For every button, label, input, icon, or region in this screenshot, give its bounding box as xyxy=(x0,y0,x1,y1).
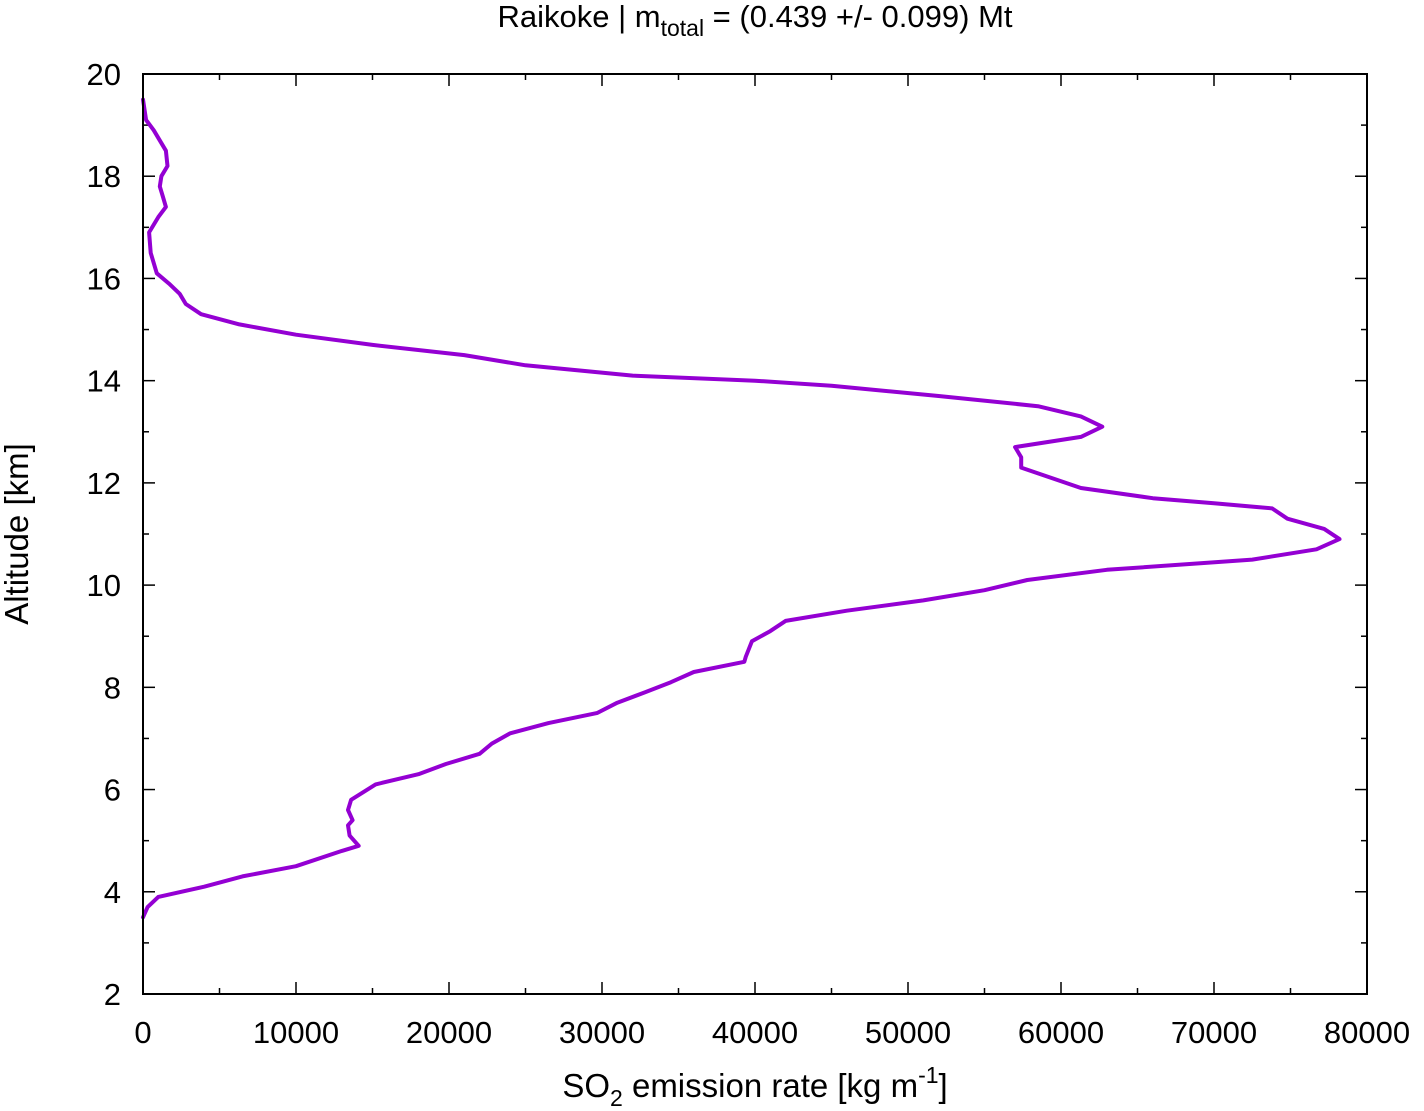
x-tick-label: 40000 xyxy=(712,1015,798,1050)
y-tick-label: 6 xyxy=(104,773,121,808)
y-axis-tick-labels: 2 4 6 8 10 12 14 16 18 20 xyxy=(87,57,121,1012)
x-axis-label: SO2 emission rate [kg m-1] xyxy=(562,1062,947,1111)
series-line xyxy=(141,97,1342,920)
y-tick-label: 8 xyxy=(104,670,121,705)
y-tick-label: 10 xyxy=(87,568,121,603)
x-tick-label: 10000 xyxy=(253,1015,339,1050)
y-tick-label: 2 xyxy=(104,977,121,1012)
x-tick-label: 30000 xyxy=(559,1015,645,1050)
y-tick-label: 16 xyxy=(87,261,121,296)
x-tick-label: 50000 xyxy=(865,1015,951,1050)
x-axis-ticks xyxy=(142,74,1368,994)
y-tick-label: 20 xyxy=(87,57,121,92)
x-tick-label: 0 xyxy=(134,1015,151,1050)
y-axis-label: Altitude [km] xyxy=(0,443,35,625)
x-tick-label: 80000 xyxy=(1324,1015,1410,1050)
y-tick-label: 4 xyxy=(104,875,121,910)
y-tick-label: 18 xyxy=(87,159,121,194)
x-axis-tick-labels: 0 10000 20000 30000 40000 50000 60000 70000 8000… xyxy=(134,1015,1410,1050)
series-layer xyxy=(141,97,1342,920)
x-tick-label: 60000 xyxy=(1018,1015,1104,1050)
y-tick-label: 12 xyxy=(87,466,121,501)
y-tick-label: 14 xyxy=(87,364,121,399)
chart-title: Raikoke | mtotal = (0.439 +/- 0.099) Mt xyxy=(497,0,1012,41)
x-tick-label: 70000 xyxy=(1171,1015,1257,1050)
x-tick-label: 20000 xyxy=(406,1015,492,1050)
plot-frame xyxy=(142,73,1368,995)
